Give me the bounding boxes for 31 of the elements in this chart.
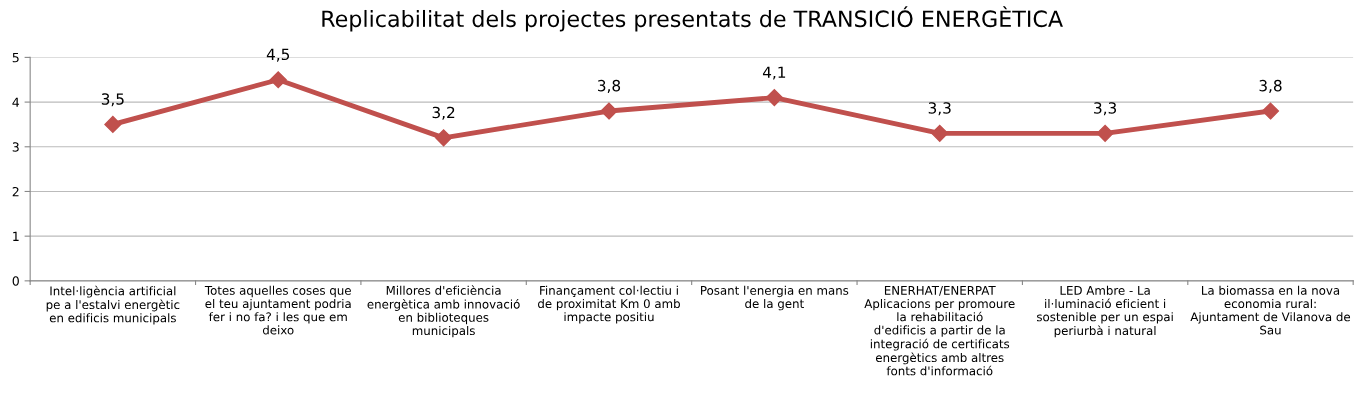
x-tick-label: Millores d'eficiència energètica amb innovació en biblioteques municipals (367, 285, 520, 338)
y-tick-label: 2 (12, 186, 19, 197)
point (765, 89, 783, 107)
point (104, 115, 122, 133)
data-label: 3,8 (598, 79, 621, 93)
x-tick-label: Posant l'energia en mans de la gent (701, 285, 849, 311)
point (269, 71, 287, 89)
data-label: 3,3 (928, 102, 951, 116)
point (1261, 102, 1280, 120)
x-tick-label: Totes aquelles coses que el teu ajuntament podria fer i no fa? i les que em deixo (204, 285, 351, 335)
data-label: 3,3 (1094, 102, 1117, 116)
x-tick-label: LED Ambre - La il·luminació eficient i sostenible per un espai periurbà i natural (1037, 285, 1173, 338)
data-label: 4,1 (762, 66, 786, 80)
y-tick-label: 4 (12, 97, 20, 107)
point (931, 124, 949, 142)
x-tick-label: ENERHAT/ENERPAT Aplicacions per promoure la rehabilitació d'edificis a partir de la integració de certificats energètics amb altres fonts d'informació (864, 286, 1015, 376)
y-tick-label: 0 (12, 276, 19, 286)
point (600, 102, 618, 120)
y-tick-label: 3 (12, 142, 19, 152)
chart-title: Replicabilitat dels projectes presentats de TRANSICIÓ ENERGÈTICA (322, 6, 1063, 32)
data-label: 3,2 (432, 106, 455, 120)
data-label: 3,5 (101, 93, 124, 107)
y-tick-label: 1 (13, 231, 19, 241)
y-tick-label: 5 (12, 53, 19, 63)
point (435, 129, 453, 147)
x-tick-label: Intel·ligència artificial pe a l'estalvi energètic en edificis municipals (46, 285, 180, 325)
point (1096, 124, 1114, 142)
data-label: 3,8 (1259, 79, 1282, 93)
data-label: 4,5 (266, 48, 290, 62)
x-tick-label: Finançament col·lectiu i de proximitat Km 0 amb impacte positiu (538, 285, 680, 324)
x-tick-label: La biomassa en la nova economia rural: Ajuntament de Vilanova de Sau (1190, 285, 1351, 335)
